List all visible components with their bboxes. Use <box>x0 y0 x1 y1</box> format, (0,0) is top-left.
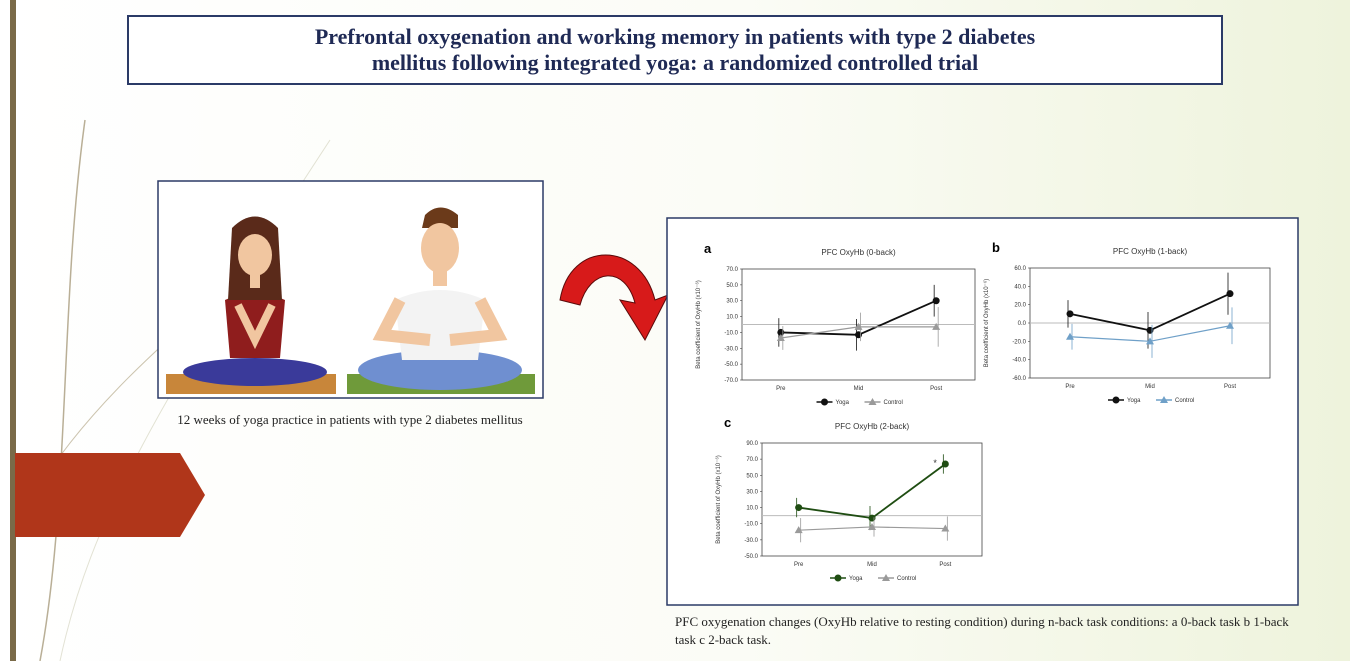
slide: {"title":"Prefrontal oxygenation and wor… <box>0 0 1350 661</box>
arrow-tab <box>15 453 205 537</box>
point <box>1067 310 1074 317</box>
y-axis-label: Beta coefficient of OxyHb (x10⁻⁶) <box>715 455 722 544</box>
chart-title: PFC OxyHb (1-back) <box>1113 247 1188 256</box>
y-tick-label: -50.0 <box>744 554 758 560</box>
legend-label: Control <box>1175 398 1194 404</box>
decor-line <box>40 120 85 661</box>
y-tick-label: 70.0 <box>726 267 738 273</box>
slide-title: Prefrontal oxygenation and working memor… <box>127 15 1223 85</box>
y-tick-label: 50.0 <box>746 473 758 479</box>
y-tick-label: 10.0 <box>746 506 758 512</box>
y-axis-label: Beta coefficient of OxyHb (x10⁻⁶) <box>695 280 702 369</box>
panel-label: c <box>724 415 731 430</box>
curved-arrow <box>560 255 668 340</box>
legend-label: Yoga <box>1127 398 1141 404</box>
x-tick-label: Mid <box>854 386 864 392</box>
annotation: * <box>933 458 937 468</box>
y-tick-label: 40.0 <box>1014 284 1026 290</box>
x-tick-label: Mid <box>1145 384 1155 390</box>
point <box>835 575 842 582</box>
chart-title: PFC OxyHb (0-back) <box>821 248 896 257</box>
y-tick-label: -20.0 <box>1012 339 1026 345</box>
canvas: PFC OxyHb (0-back) a Beta coefficient of O… <box>0 0 1350 661</box>
figure-caption: PFC oxygenation changes (OxyHb relative … <box>675 613 1305 649</box>
x-tick-label: Pre <box>794 562 804 568</box>
legend-label: Control <box>897 576 916 582</box>
illustration <box>158 181 543 398</box>
y-tick-label: -30.0 <box>724 346 738 352</box>
y-tick-label: 0.0 <box>1018 321 1027 327</box>
point <box>1147 327 1154 334</box>
legend-label: Yoga <box>849 576 863 582</box>
y-tick-label: 60.0 <box>1014 266 1026 272</box>
point <box>869 515 876 522</box>
y-tick-label: -70.0 <box>724 378 738 384</box>
y-tick-label: -10.0 <box>744 522 758 528</box>
y-tick-label: 10.0 <box>726 315 738 321</box>
panel-label: a <box>704 241 712 256</box>
chart-title: PFC OxyHb (2-back) <box>835 422 910 431</box>
panel-label: b <box>992 240 1000 255</box>
y-tick-label: 70.0 <box>746 457 758 463</box>
x-tick-label: Post <box>930 386 942 392</box>
y-tick-label: 20.0 <box>1014 303 1026 309</box>
legend-label: Yoga <box>836 400 850 406</box>
point <box>933 297 940 304</box>
y-tick-label: -60.0 <box>1012 376 1026 382</box>
x-tick-label: Mid <box>867 562 877 568</box>
y-axis-label: Beta coefficient of OxyHb (x10⁻⁶) <box>983 279 990 368</box>
y-tick-label: 30.0 <box>726 299 738 305</box>
y-tick-label: -40.0 <box>1012 358 1026 364</box>
point <box>1113 397 1120 404</box>
y-tick-label: -30.0 <box>744 538 758 544</box>
x-tick-label: Post <box>1224 384 1236 390</box>
point <box>855 331 862 338</box>
x-tick-label: Post <box>939 562 951 568</box>
y-tick-label: -50.0 <box>724 362 738 368</box>
y-tick-label: 50.0 <box>726 283 738 289</box>
legend-label: Control <box>884 400 903 406</box>
image-caption: 12 weeks of yoga practice in patients wi… <box>160 412 540 428</box>
left-stripe <box>10 0 16 661</box>
y-tick-label: 30.0 <box>746 489 758 495</box>
y-tick-label: -10.0 <box>724 330 738 336</box>
x-tick-label: Pre <box>1065 384 1075 390</box>
y-tick-label: 90.0 <box>746 441 758 447</box>
point <box>821 399 828 406</box>
point <box>942 460 949 467</box>
x-tick-label: Pre <box>776 386 786 392</box>
point <box>1227 290 1234 297</box>
point <box>795 504 802 511</box>
